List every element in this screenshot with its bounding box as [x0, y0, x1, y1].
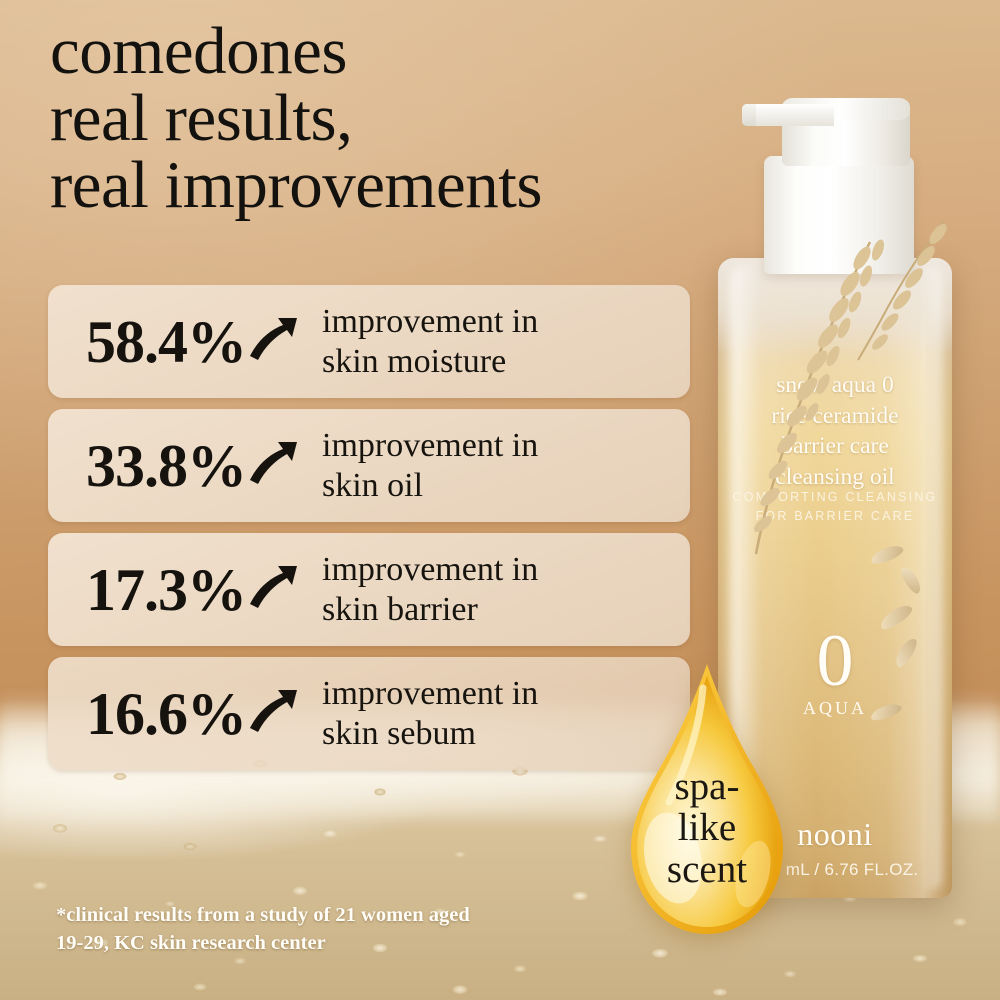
bottle-label-line-1: snow aqua 0: [776, 372, 894, 398]
stat-description-line-2: skin sebum: [322, 714, 476, 752]
headline-line-1: comedones: [50, 14, 347, 88]
bottle-zero-numeral: 0: [816, 620, 854, 702]
stat-description-line-1: improvement in: [322, 675, 539, 713]
stat-card: 33.8% improvement in skin oil: [48, 409, 690, 522]
pump-collar: [764, 156, 914, 274]
droplet-badge-line-3: scent: [666, 847, 748, 891]
bottle-zero-mark: 0 AQUA: [718, 620, 952, 719]
stat-value-group: 33.8%: [48, 436, 300, 496]
stat-description: improvement in skin oil: [322, 426, 538, 505]
stat-description-line-1: improvement in: [322, 551, 539, 589]
stat-value: 58.4%: [86, 308, 247, 375]
stat-description: improvement in skin barrier: [322, 550, 538, 629]
droplet-badge-line-2: like: [677, 806, 737, 850]
bottle-label-subtitle: COMFORTING CLEANSING FOR BARRIER CARE: [718, 488, 952, 527]
stat-card: 58.4% improvement in skin moisture: [48, 285, 690, 398]
upward-trend-arrow-icon: [248, 430, 300, 493]
upward-trend-arrow-icon: [248, 554, 300, 617]
product-volume: 200 mL / 6.76 FL.OZ.: [751, 860, 919, 879]
droplet-icon: [631, 664, 783, 934]
stat-description-line-2: skin barrier: [322, 590, 478, 628]
stat-description-line-1: improvement in: [322, 303, 539, 341]
stat-card: 16.6% improvement in skin sebum: [48, 657, 690, 770]
stat-value: 16.6%: [86, 680, 247, 747]
headline-line-2: real results,: [50, 81, 353, 155]
bottle-pump-dispenser: [742, 60, 932, 274]
stat-value: 17.3%: [86, 556, 247, 623]
stat-description: improvement in skin sebum: [322, 674, 538, 753]
brand-name: nooni: [797, 816, 873, 852]
stat-description-line-2: skin oil: [322, 466, 424, 504]
bottle-label-line-4: cleansing oil: [775, 463, 895, 490]
bottle-label-line-3: barrier care: [781, 433, 889, 460]
bottle-subtitle-line-2: FOR BARRIER CARE: [755, 509, 915, 524]
footnote-line-1: *clinical results from a study of 21 wom…: [56, 904, 470, 926]
droplet-badge-text: spa- like scent: [607, 766, 807, 890]
stat-description-line-2: skin moisture: [322, 342, 507, 380]
rice-stalk-icon: [753, 239, 885, 555]
stat-value-group: 17.3%: [48, 560, 300, 620]
footnote-line-2: 19-29, KC skin research center: [56, 931, 326, 954]
bottle-zero-caption: AQUA: [803, 698, 867, 719]
rice-stalk-icon: [857, 221, 947, 361]
stat-value: 33.8%: [86, 432, 247, 499]
droplet-badge-line-1: spa-: [674, 765, 740, 808]
stat-value-group: 16.6%: [48, 684, 300, 744]
headline-line-3: real improvements: [50, 148, 542, 222]
footnote-disclaimer: *clinical results from a study of 21 wom…: [56, 902, 616, 957]
stat-value-group: 58.4%: [48, 312, 300, 372]
stat-description: improvement in skin moisture: [322, 302, 538, 381]
upward-trend-arrow-icon: [248, 678, 300, 741]
stat-description-line-1: improvement in: [322, 427, 539, 465]
spa-scent-droplet-badge: spa- like scent: [607, 662, 807, 940]
pump-nozzle-tip: [742, 104, 756, 126]
pump-nozzle: [742, 104, 834, 126]
stat-card: 17.3% improvement in skin barrier: [48, 533, 690, 646]
upward-trend-arrow-icon: [248, 306, 300, 369]
page-title: comedones real results, real improvement…: [50, 18, 670, 219]
bottle-subtitle-line-1: COMFORTING CLEANSING: [732, 490, 938, 504]
stat-card-list: 58.4% improvement in skin moisture 33.8%…: [48, 285, 690, 781]
bottle-highlight-right: [920, 266, 942, 890]
